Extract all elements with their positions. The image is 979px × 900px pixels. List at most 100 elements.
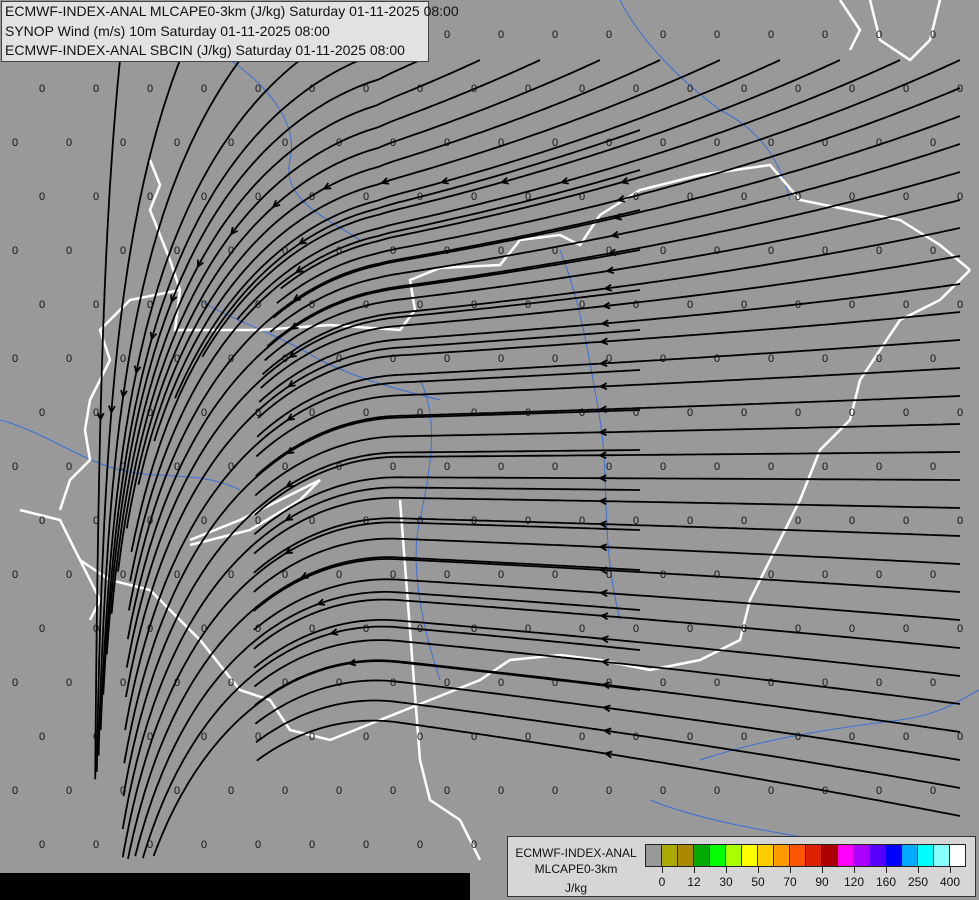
streamline-arrow-icon xyxy=(96,412,105,422)
station-value: 0 xyxy=(282,245,288,257)
station-value: 0 xyxy=(525,407,531,419)
station-value: 0 xyxy=(903,623,909,635)
streamline-arrow-icon xyxy=(289,322,299,331)
station-value: 0 xyxy=(471,839,477,851)
station-value: 0 xyxy=(903,731,909,743)
station-value: 0 xyxy=(552,677,558,689)
station-value: 0 xyxy=(660,785,666,797)
station-value: 0 xyxy=(93,407,99,419)
station-value: 0 xyxy=(687,83,693,95)
station-value: 0 xyxy=(930,461,936,473)
station-value: 0 xyxy=(363,407,369,419)
map-title-box: ECMWF-INDEX-ANAL MLCAPE0-3km (J/kg) Satu… xyxy=(1,1,459,62)
colorbar-tickmark xyxy=(662,867,663,873)
station-value: 0 xyxy=(552,137,558,149)
station-value: 0 xyxy=(822,677,828,689)
station-value: 0 xyxy=(147,515,153,527)
station-value: 0 xyxy=(579,515,585,527)
station-value: 0 xyxy=(255,839,261,851)
station-value: 0 xyxy=(390,461,396,473)
station-value: 0 xyxy=(768,785,774,797)
station-value: 0 xyxy=(120,569,126,581)
colorbar-tick-label: 12 xyxy=(687,875,701,889)
colorbar-swatch xyxy=(646,845,662,866)
station-value: 0 xyxy=(471,623,477,635)
station-value: 0 xyxy=(849,299,855,311)
colorbar-tickmark xyxy=(758,867,759,873)
river-line xyxy=(229,59,361,241)
legend-model: ECMWF-INDEX-ANAL xyxy=(515,846,637,860)
station-value: 0 xyxy=(147,191,153,203)
station-value: 0 xyxy=(795,731,801,743)
station-value: 0 xyxy=(201,623,207,635)
streamline-arrow-icon xyxy=(294,265,304,274)
station-value: 0 xyxy=(930,245,936,257)
station-value: 0 xyxy=(741,623,747,635)
streamline-arrow-icon xyxy=(133,365,142,375)
station-value: 0 xyxy=(957,191,963,203)
station-value: 0 xyxy=(12,245,18,257)
station-value: 0 xyxy=(174,245,180,257)
station-value: 0 xyxy=(228,137,234,149)
station-value: 0 xyxy=(282,785,288,797)
station-value: 0 xyxy=(228,677,234,689)
station-value: 0 xyxy=(795,83,801,95)
station-value: 0 xyxy=(444,461,450,473)
station-value: 0 xyxy=(498,461,504,473)
station-value: 0 xyxy=(633,731,639,743)
station-value: 0 xyxy=(147,299,153,311)
off-map-area xyxy=(0,873,470,900)
station-value: 0 xyxy=(309,839,315,851)
station-value: 0 xyxy=(741,191,747,203)
station-value: 0 xyxy=(768,677,774,689)
title-line-cin: ECMWF-INDEX-ANAL SBCIN (J/kg) Saturday 0… xyxy=(5,42,405,58)
station-value: 0 xyxy=(579,731,585,743)
station-value: 0 xyxy=(498,677,504,689)
station-value: 0 xyxy=(660,29,666,41)
colorbar-tickmark xyxy=(790,867,791,873)
station-value: 0 xyxy=(444,677,450,689)
station-value: 0 xyxy=(201,839,207,851)
river-line xyxy=(619,0,791,201)
streamline-arrow-icon xyxy=(196,259,204,269)
station-value: 0 xyxy=(957,407,963,419)
station-value: 0 xyxy=(336,677,342,689)
station-value: 0 xyxy=(525,299,531,311)
station-value: 0 xyxy=(336,461,342,473)
station-value: 0 xyxy=(660,677,666,689)
station-value: 0 xyxy=(282,569,288,581)
station-value: 0 xyxy=(525,83,531,95)
station-value: 0 xyxy=(444,137,450,149)
station-value: 0 xyxy=(633,299,639,311)
station-value: 0 xyxy=(120,245,126,257)
station-value: 0 xyxy=(282,461,288,473)
station-value: 0 xyxy=(336,785,342,797)
station-value: 0 xyxy=(93,731,99,743)
station-value: 0 xyxy=(417,839,423,851)
station-value: 0 xyxy=(633,623,639,635)
streamline-arrow-icon xyxy=(598,497,607,506)
station-value: 0 xyxy=(849,623,855,635)
station-value: 0 xyxy=(66,785,72,797)
station-value: 0 xyxy=(930,137,936,149)
streamline-arrow-icon xyxy=(170,294,178,304)
station-value: 0 xyxy=(714,569,720,581)
station-value: 0 xyxy=(768,569,774,581)
station-value: 0 xyxy=(390,353,396,365)
streamline-arrow-icon xyxy=(603,750,613,759)
colorbar-tickmark xyxy=(918,867,919,873)
station-value: 0 xyxy=(579,299,585,311)
station-value: 0 xyxy=(228,569,234,581)
border-line xyxy=(189,478,321,547)
river-line xyxy=(649,799,821,841)
colorbar-tick-label: 90 xyxy=(815,875,829,889)
station-value: 0 xyxy=(471,191,477,203)
colorbar-tickmark xyxy=(950,867,951,873)
streamline xyxy=(253,537,961,593)
station-value: 0 xyxy=(579,83,585,95)
station-value: 0 xyxy=(795,191,801,203)
streamline-arrow-icon xyxy=(322,182,332,190)
colorbar-swatch xyxy=(806,845,822,866)
streamline-arrow-icon xyxy=(230,226,238,236)
station-value: 0 xyxy=(660,569,666,581)
